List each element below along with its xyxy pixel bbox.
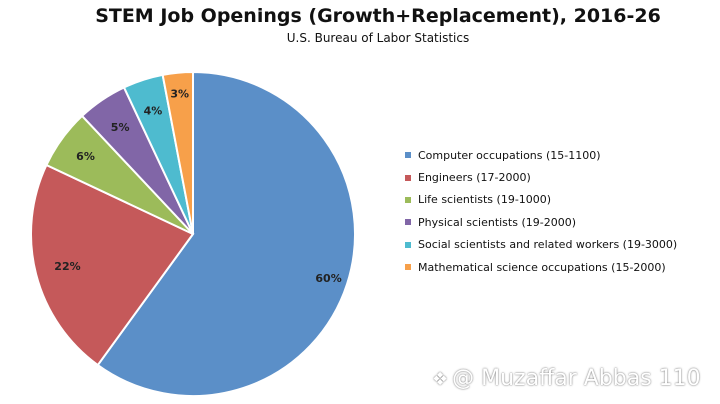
watermark-logo-icon: ❖ xyxy=(432,369,449,390)
data-label-1: 60% xyxy=(315,272,341,285)
legend-swatch-6 xyxy=(405,264,411,271)
legend-swatch-5 xyxy=(405,241,411,248)
legend-item-6: Mathematical science occupations (15-200… xyxy=(405,256,677,278)
legend-swatch-3 xyxy=(405,196,411,203)
pie-slice-6 xyxy=(161,70,194,235)
chart-title: STEM Job Openings (Growth+Replacement), … xyxy=(95,5,661,27)
watermark-text: @ Muzaffar Abbas 110 xyxy=(452,366,701,391)
legend-label-1: Computer occupations (15-1100) xyxy=(418,148,601,162)
data-label-4: 5% xyxy=(111,121,130,134)
data-label-2: 22% xyxy=(54,260,80,273)
legend-item-5: Social scientists and related workers (1… xyxy=(405,234,677,256)
legend-label-3: Life scientists (19-1000) xyxy=(418,193,552,207)
legend-item-2: Engineers (17-2000) xyxy=(405,166,677,188)
legend-item-4: Physical scientists (19-2000) xyxy=(405,211,677,233)
legend-swatch-2 xyxy=(405,174,411,181)
legend-label-6: Mathematical science occupations (15-200… xyxy=(418,260,666,274)
legend: Computer occupations (15-1100) Engineers … xyxy=(405,144,677,278)
pie-slice-1 xyxy=(96,70,356,397)
watermark: ❖ @ Muzaffar Abbas 110 xyxy=(432,366,701,391)
legend-swatch-4 xyxy=(405,219,411,226)
data-label-6: 3% xyxy=(170,88,189,101)
legend-label-4: Physical scientists (19-2000) xyxy=(418,215,577,229)
legend-label-5: Social scientists and related workers (1… xyxy=(418,238,678,252)
data-label-5: 4% xyxy=(144,105,163,118)
legend-item-3: Life scientists (19-1000) xyxy=(405,189,677,211)
chart-subtitle: U.S. Bureau of Labor Statistics xyxy=(286,31,470,45)
legend-item-1: Computer occupations (15-1100) xyxy=(405,144,677,166)
legend-swatch-1 xyxy=(405,152,411,159)
data-label-3: 6% xyxy=(76,150,95,163)
legend-label-2: Engineers (17-2000) xyxy=(418,171,531,185)
